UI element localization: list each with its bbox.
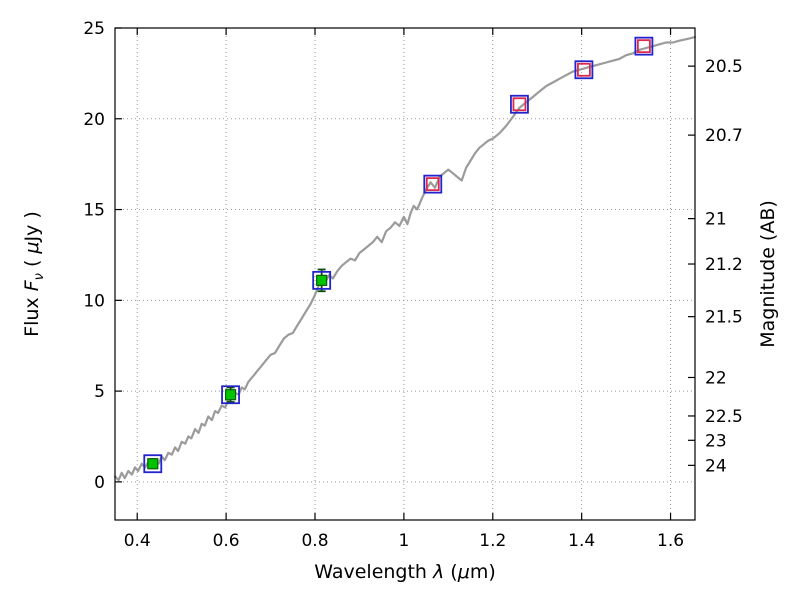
photometry-marker-red	[425, 177, 440, 192]
predicted-photometry-red-squares	[425, 39, 651, 192]
photometry-marker-blue	[634, 36, 654, 56]
observed-photometry-green-squares	[147, 274, 328, 470]
x-tick-label: 1	[398, 531, 409, 551]
photometry-marker-blue	[312, 270, 332, 290]
y-tick-label-left: 0	[94, 473, 105, 493]
photometry-marker-blue	[510, 94, 529, 114]
x-tick-label: 1.2	[479, 531, 506, 551]
photometry-marker-green	[224, 389, 237, 401]
x-tick-label: 0.8	[301, 531, 328, 551]
photometry-marker-blue	[143, 454, 163, 474]
y-tick-label-right: 21.2	[705, 255, 743, 275]
y-tick-label-right: 20.5	[705, 57, 743, 77]
y-tick-label-right: 21.5	[705, 308, 743, 328]
y-tick-label-left: 5	[94, 382, 105, 402]
x-axis-label: Wavelength λ (μm)	[314, 561, 495, 583]
y-tick-label-right: 20.7	[705, 126, 743, 146]
y-tick-label-right: 22	[705, 368, 727, 388]
synthetic-photometry-blue-squares	[143, 36, 654, 474]
photometry-marker-red	[512, 97, 527, 112]
axis-ticks	[115, 27, 695, 520]
y-tick-label-right: 23	[705, 431, 727, 451]
model-spectrum-line	[113, 35, 697, 482]
y-tick-label-right: 24	[705, 456, 727, 476]
photometry-marker-blue	[221, 385, 240, 405]
photometry-marker-blue	[574, 60, 594, 80]
tick-labels: 0.4 0.6 0.8 1 1.2 1.4 1.6 0 5 10 15 20 25 20.5 20.7 21 2…	[83, 19, 743, 551]
x-tick-label: 1.4	[568, 531, 595, 551]
y-tick-label-left: 15	[83, 201, 105, 221]
x-tick-label: 1.6	[657, 531, 684, 551]
y-tick-label-left: 25	[83, 19, 105, 39]
photometry-marker-red	[636, 39, 651, 54]
photometry-marker-green	[147, 458, 159, 470]
photometry-marker-green	[316, 274, 328, 286]
y-tick-label-right: 21	[705, 210, 727, 230]
photometry-marker-red	[576, 62, 591, 77]
y-tick-label-right: 22.5	[705, 407, 743, 427]
y-tick-label-left: 10	[83, 291, 105, 311]
y-axis-label-left: Flux Fν ( μJy )	[21, 211, 47, 337]
y-tick-label-left: 20	[83, 110, 105, 130]
axes-box	[114, 27, 696, 521]
photometry-marker-blue	[423, 174, 443, 194]
x-tick-label: 0.6	[213, 531, 240, 551]
y-axis-label-right: Magnitude (AB)	[757, 200, 779, 348]
x-tick-label: 0.4	[124, 531, 151, 551]
